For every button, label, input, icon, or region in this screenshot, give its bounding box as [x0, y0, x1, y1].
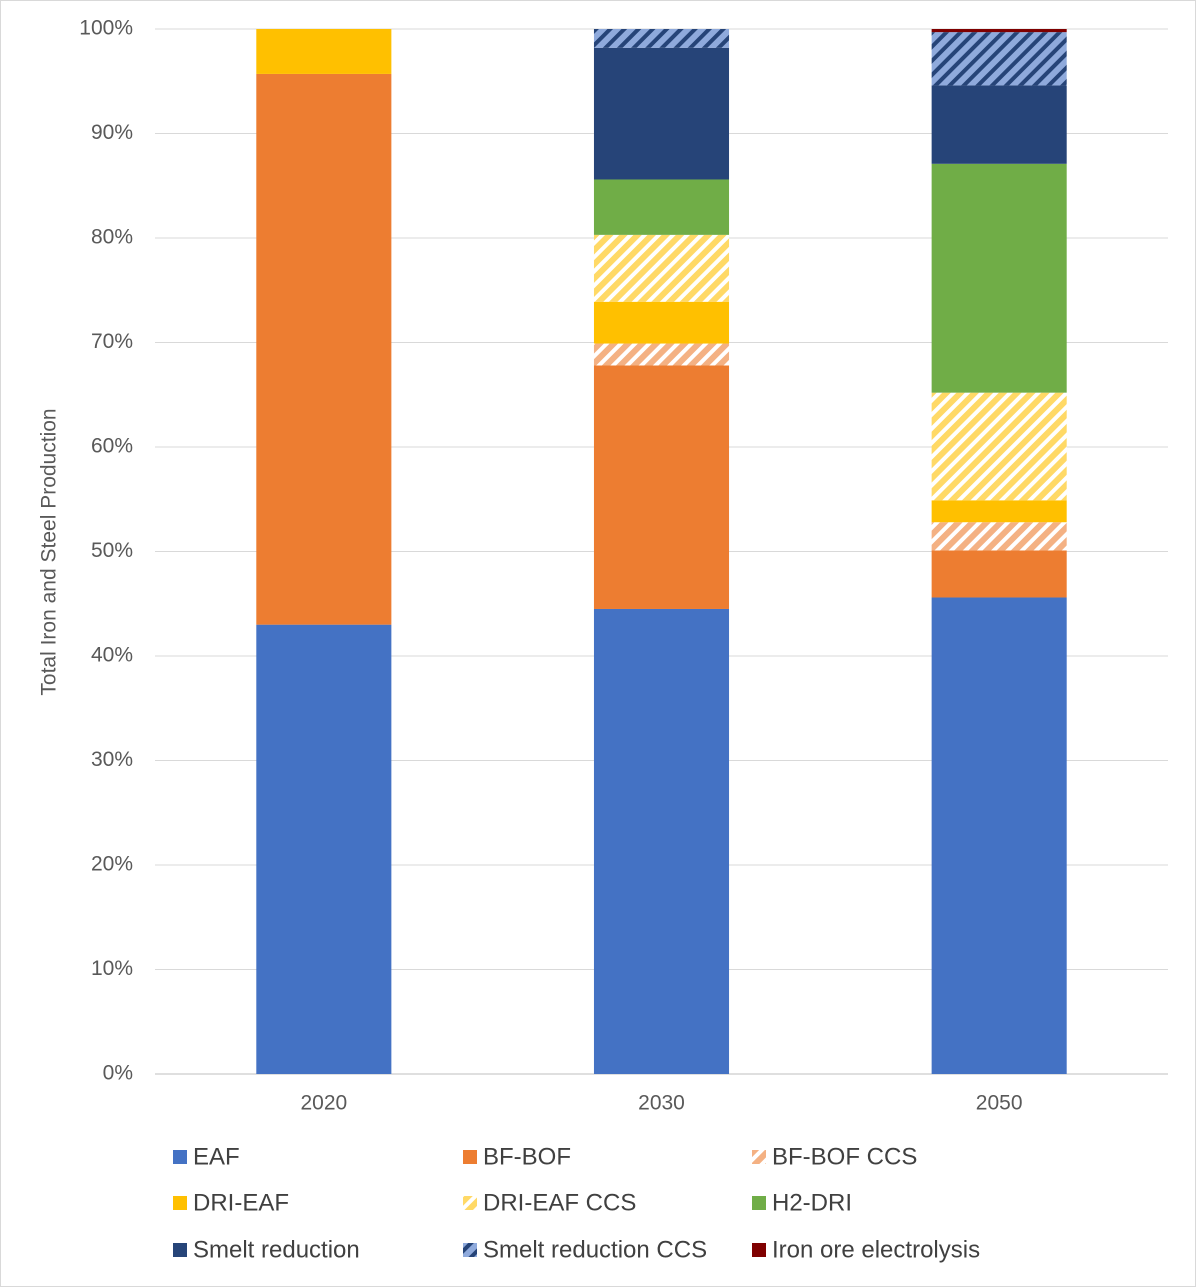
bar-segment	[593, 47, 730, 180]
bar-segment	[593, 301, 730, 344]
legend-swatch	[752, 1243, 766, 1257]
y-tick-label: 90%	[91, 121, 133, 144]
legend-label: DRI-EAF	[193, 1189, 289, 1216]
y-tick-label: 10%	[91, 957, 133, 980]
legend-swatch	[173, 1196, 187, 1210]
legend-label: DRI-EAF CCS	[483, 1189, 636, 1216]
legend-label: BF-BOF	[483, 1143, 571, 1170]
bar-segment	[931, 597, 1067, 1074]
bar-segment	[931, 522, 1067, 551]
bar-segment	[593, 234, 730, 302]
legend-swatch	[173, 1243, 187, 1257]
bar-segment	[931, 29, 1067, 33]
legend-swatch	[752, 1150, 766, 1164]
bar-segment	[931, 550, 1067, 598]
x-tick-label: 2020	[300, 1092, 347, 1115]
bar-segment	[931, 500, 1067, 523]
legend-swatch	[752, 1196, 766, 1210]
legend-label: Smelt reduction	[193, 1236, 360, 1263]
bar-segment	[593, 29, 730, 48]
legend-swatch	[463, 1196, 477, 1210]
bar-segment	[256, 624, 392, 1074]
legend-label: H2-DRI	[772, 1189, 852, 1216]
y-axis-title: Total Iron and Steel Production	[38, 408, 61, 695]
legend-swatch	[463, 1150, 477, 1164]
legend-label: Iron ore electrolysis	[772, 1236, 980, 1263]
y-tick-label: 30%	[91, 748, 133, 771]
y-tick-label: 70%	[91, 330, 133, 353]
bar-segment	[256, 29, 392, 74]
y-tick-label: 100%	[79, 17, 133, 40]
legend-swatch	[173, 1150, 187, 1164]
legend-label: EAF	[193, 1143, 240, 1170]
legend-swatch	[463, 1243, 477, 1257]
bar-segment	[593, 179, 730, 235]
x-tick-label: 2030	[638, 1092, 685, 1115]
bar-segment	[931, 32, 1067, 86]
x-tick-label: 2050	[976, 1092, 1023, 1115]
y-tick-label: 80%	[91, 226, 133, 249]
y-tick-label: 40%	[91, 644, 133, 667]
legend-label: BF-BOF CCS	[772, 1143, 917, 1170]
bar-segment	[593, 365, 730, 609]
y-tick-label: 50%	[91, 539, 133, 562]
y-tick-label: 20%	[91, 853, 133, 876]
bar-segment	[593, 343, 730, 366]
y-tick-label: 0%	[103, 1062, 133, 1085]
legend-label: Smelt reduction CCS	[483, 1236, 707, 1263]
bar-segment	[931, 163, 1067, 393]
bar-segment	[931, 392, 1067, 501]
bar-segment	[931, 85, 1067, 164]
y-tick-label: 60%	[91, 435, 133, 458]
bar-segment	[256, 73, 392, 625]
bar-segment	[593, 608, 730, 1074]
